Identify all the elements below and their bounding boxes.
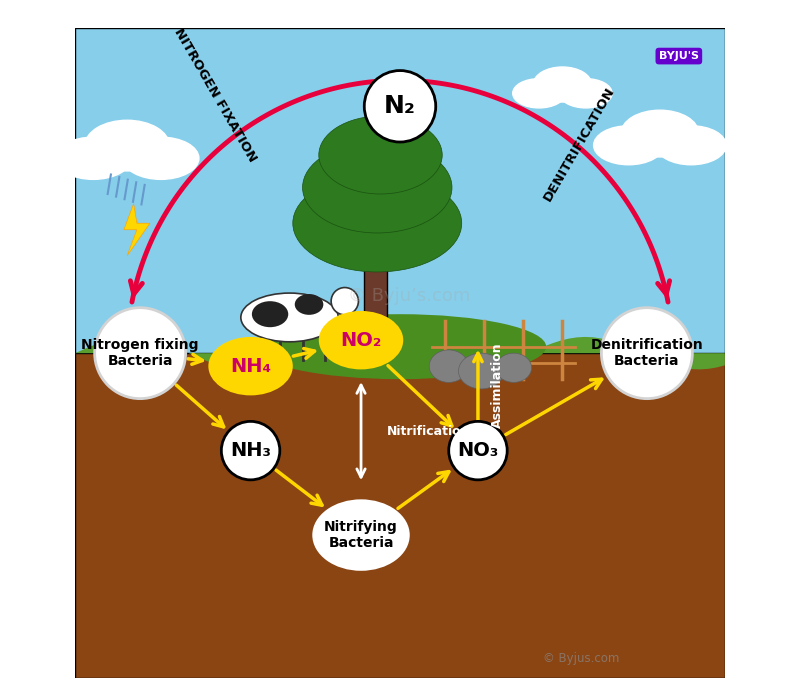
Ellipse shape bbox=[85, 120, 170, 171]
Text: N₂: N₂ bbox=[384, 94, 416, 118]
Ellipse shape bbox=[312, 499, 410, 571]
Text: NITROGEN FIXATION: NITROGEN FIXATION bbox=[171, 26, 258, 165]
Ellipse shape bbox=[533, 75, 568, 100]
Ellipse shape bbox=[458, 353, 504, 389]
Text: NH₃: NH₃ bbox=[230, 441, 271, 460]
Ellipse shape bbox=[85, 132, 135, 168]
Ellipse shape bbox=[331, 287, 358, 315]
Text: NH₄: NH₄ bbox=[230, 357, 271, 376]
Circle shape bbox=[449, 422, 507, 480]
Polygon shape bbox=[75, 337, 725, 370]
Ellipse shape bbox=[302, 142, 452, 233]
Ellipse shape bbox=[55, 137, 131, 180]
Ellipse shape bbox=[621, 111, 699, 157]
Ellipse shape bbox=[533, 67, 592, 102]
Ellipse shape bbox=[656, 126, 726, 165]
Text: © Byju’s.com: © Byju’s.com bbox=[348, 287, 470, 305]
FancyBboxPatch shape bbox=[364, 250, 387, 359]
Text: Nitrifying
Bacteria: Nitrifying Bacteria bbox=[324, 520, 398, 550]
Ellipse shape bbox=[254, 314, 546, 379]
Ellipse shape bbox=[294, 294, 323, 315]
Circle shape bbox=[364, 71, 436, 142]
Circle shape bbox=[222, 422, 280, 480]
Ellipse shape bbox=[513, 79, 566, 108]
Text: Nitrogen fixing
Bacteria: Nitrogen fixing Bacteria bbox=[82, 338, 199, 368]
Circle shape bbox=[602, 308, 692, 399]
Text: © Byjus.com: © Byjus.com bbox=[543, 652, 619, 664]
Ellipse shape bbox=[621, 120, 668, 155]
FancyBboxPatch shape bbox=[75, 353, 725, 678]
Ellipse shape bbox=[318, 311, 403, 370]
Ellipse shape bbox=[241, 293, 338, 342]
Text: NO₂: NO₂ bbox=[340, 331, 382, 350]
Text: Nitrification: Nitrification bbox=[387, 424, 470, 437]
Ellipse shape bbox=[318, 116, 442, 194]
Ellipse shape bbox=[118, 132, 170, 168]
Ellipse shape bbox=[594, 126, 664, 165]
Text: NO₃: NO₃ bbox=[458, 441, 498, 460]
Text: Denitrification
Bacteria: Denitrification Bacteria bbox=[590, 338, 703, 368]
Ellipse shape bbox=[496, 353, 531, 382]
FancyBboxPatch shape bbox=[75, 28, 725, 678]
Ellipse shape bbox=[123, 137, 199, 180]
Text: DENITRIFICATION: DENITRIFICATION bbox=[541, 85, 617, 203]
Ellipse shape bbox=[557, 75, 592, 100]
Polygon shape bbox=[124, 204, 150, 256]
Ellipse shape bbox=[652, 120, 699, 155]
Text: Assimilation: Assimilation bbox=[491, 343, 504, 428]
Ellipse shape bbox=[252, 301, 288, 327]
Ellipse shape bbox=[293, 174, 462, 272]
Ellipse shape bbox=[208, 337, 293, 395]
Circle shape bbox=[94, 308, 186, 399]
Text: BYJU'S: BYJU'S bbox=[659, 51, 699, 61]
Ellipse shape bbox=[559, 79, 612, 108]
Ellipse shape bbox=[430, 350, 468, 382]
